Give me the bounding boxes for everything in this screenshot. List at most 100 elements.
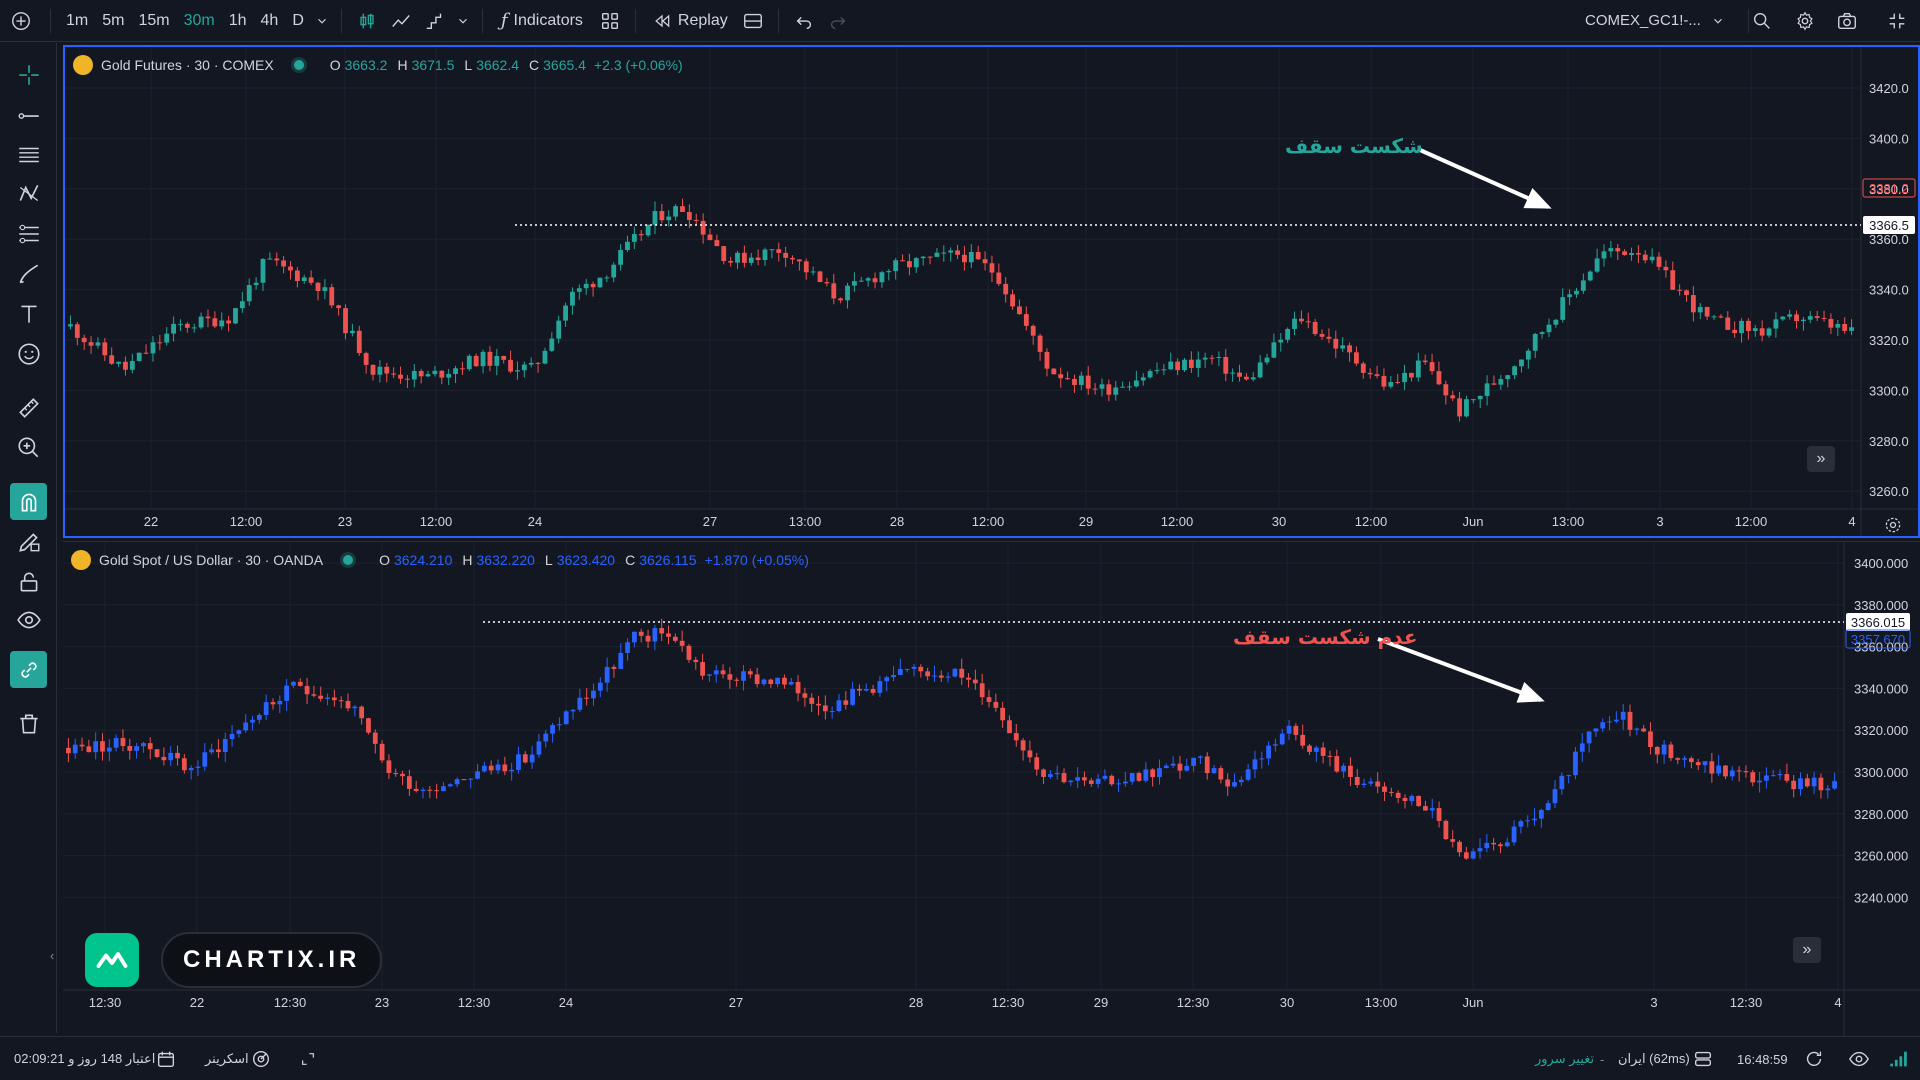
candle-body [1354,352,1359,364]
candle-body [535,362,541,364]
replay-button[interactable]: Replay [644,0,736,42]
candle-body [1627,711,1633,730]
candle-body [604,666,610,683]
undo-icon[interactable] [787,0,821,42]
candle-body [1682,758,1687,760]
candle-body [652,211,658,225]
step-chart-icon[interactable] [418,0,452,42]
candles-icon[interactable] [350,0,384,42]
clock-time: 16:48:59 [1737,1051,1788,1067]
timeframe-1m[interactable]: 1m [66,11,89,29]
candle-body [1684,290,1689,296]
chart-pane-futures[interactable]: 3420.0 3400.0 3380.0 3360.0 3340.0 3320.0 3300… [63,45,1920,538]
quick-search-icon[interactable] [1745,0,1779,42]
timeframe-15m[interactable]: 15m [138,11,170,29]
candle-body [1168,361,1174,370]
price-tick-label: 3380.000 [1854,598,1908,613]
refresh-icon[interactable] [1803,1037,1825,1080]
candle-body [1801,319,1806,322]
candle-body [1266,745,1271,759]
magnet-icon[interactable] [10,483,47,520]
indicators-button[interactable]: ƒ Indicators [491,0,593,42]
settings-gear-icon[interactable] [1883,515,1903,535]
candle-body [432,370,438,375]
candle-body [877,681,883,693]
annotation-arrow[interactable] [1377,637,1545,703]
screener-label[interactable]: اسکرینر [205,1051,249,1066]
emoji-icon[interactable] [10,335,47,372]
lock-icon[interactable] [10,563,47,600]
candle-body [1279,733,1285,745]
gear-icon[interactable] [1788,0,1822,42]
drawing-toolbar: ‹ [0,43,57,1033]
timeframe-5m[interactable]: 5m [102,11,125,29]
camera-icon[interactable] [1830,0,1864,42]
candle-body [1293,725,1299,735]
candle-body [487,351,493,366]
timeframe-1h[interactable]: 1h [228,11,247,29]
crosshair-icon[interactable] [10,56,47,93]
calendar-icon[interactable] [155,1037,177,1080]
candle-body [384,366,390,374]
candle-body [858,280,864,282]
expand-icon[interactable] [300,1037,316,1080]
candle-body [1120,386,1126,388]
price-tick-label: 3320.000 [1854,723,1908,738]
change-server-button[interactable]: تغییر سرور [1535,1051,1595,1066]
pattern-icon[interactable] [10,175,47,212]
trend-line-icon[interactable] [10,97,47,134]
time-tick-label: 24 [559,995,573,1010]
timeframe-4h[interactable]: 4h [260,11,279,29]
candle-body [632,631,637,643]
candle-body [195,766,201,768]
time-axis[interactable]: 22 12:00 23 12:00 24 27 13:00 28 12:00 29 12:00 30 1… [144,514,1856,529]
candle-body [734,679,740,681]
eye-icon[interactable] [1848,1037,1870,1080]
candle-body [143,352,149,354]
spot-chart-canvas[interactable]: 3400.000 3380.000 3360.000 3340.000 3320.000… [63,542,1920,1036]
collapse-arrow-icon[interactable]: ‹ [50,948,55,963]
scroll-to-realtime-button[interactable]: » [1807,446,1835,472]
link-icon[interactable] [10,651,47,688]
layout-grid-icon[interactable] [593,0,627,42]
candle-body [1635,253,1641,255]
price-axis[interactable]: 3420.0 3400.0 3380.0 3360.0 3340.0 3320.0 3300… [1869,81,1909,499]
fullscreen-icon[interactable] [1880,0,1914,42]
open-label: O [379,552,390,568]
candle-body [968,252,974,263]
ruler-icon[interactable] [10,389,47,426]
timeframe-d[interactable]: D [292,11,304,29]
time-axis[interactable]: 12:30 22 12:30 23 12:30 24 27 28 12:30 29 12:30 30 1… [89,995,1842,1010]
candle-body [918,666,924,672]
annotation-arrow[interactable] [1419,148,1552,209]
server-icon[interactable] [1692,1037,1714,1080]
scroll-to-realtime-button[interactable]: » [1793,937,1821,963]
panel-layout-icon[interactable] [736,0,770,42]
text-icon[interactable] [10,295,47,332]
spot-title: Gold Spot / US Dollar · 30 · OANDA [99,552,324,568]
horizontal-lines-icon[interactable] [10,136,47,173]
low-value: 3623.420 [556,552,616,568]
candle-body [782,677,787,685]
price-axis[interactable]: 3400.000 3380.000 3360.000 3340.000 3320.000… [1854,556,1908,905]
screener-icon[interactable] [250,1037,272,1080]
zoom-in-icon[interactable] [10,429,47,466]
chevron-down-icon[interactable] [311,0,333,42]
eye-icon[interactable] [10,601,47,638]
candle-body [461,779,467,781]
candle-body [338,700,344,702]
brush-icon[interactable] [10,255,47,292]
candle-body [816,703,821,706]
futures-chart-canvas[interactable]: 3420.0 3400.0 3380.0 3360.0 3340.0 3320.0 3300… [65,47,1918,536]
trash-icon[interactable] [10,705,47,742]
redo-icon[interactable] [821,0,855,42]
add-symbol-icon[interactable] [0,0,42,42]
chevron-down-icon[interactable] [452,0,474,42]
candle-body [1388,791,1394,793]
candle-body [563,711,569,725]
fib-icon[interactable] [10,215,47,252]
lock-drawing-icon[interactable] [10,523,47,560]
symbol-selector[interactable]: COMEX_GC1!-... [1585,0,1725,42]
line-chart-icon[interactable] [384,0,418,42]
timeframe-30m[interactable]: 30m [183,11,215,29]
